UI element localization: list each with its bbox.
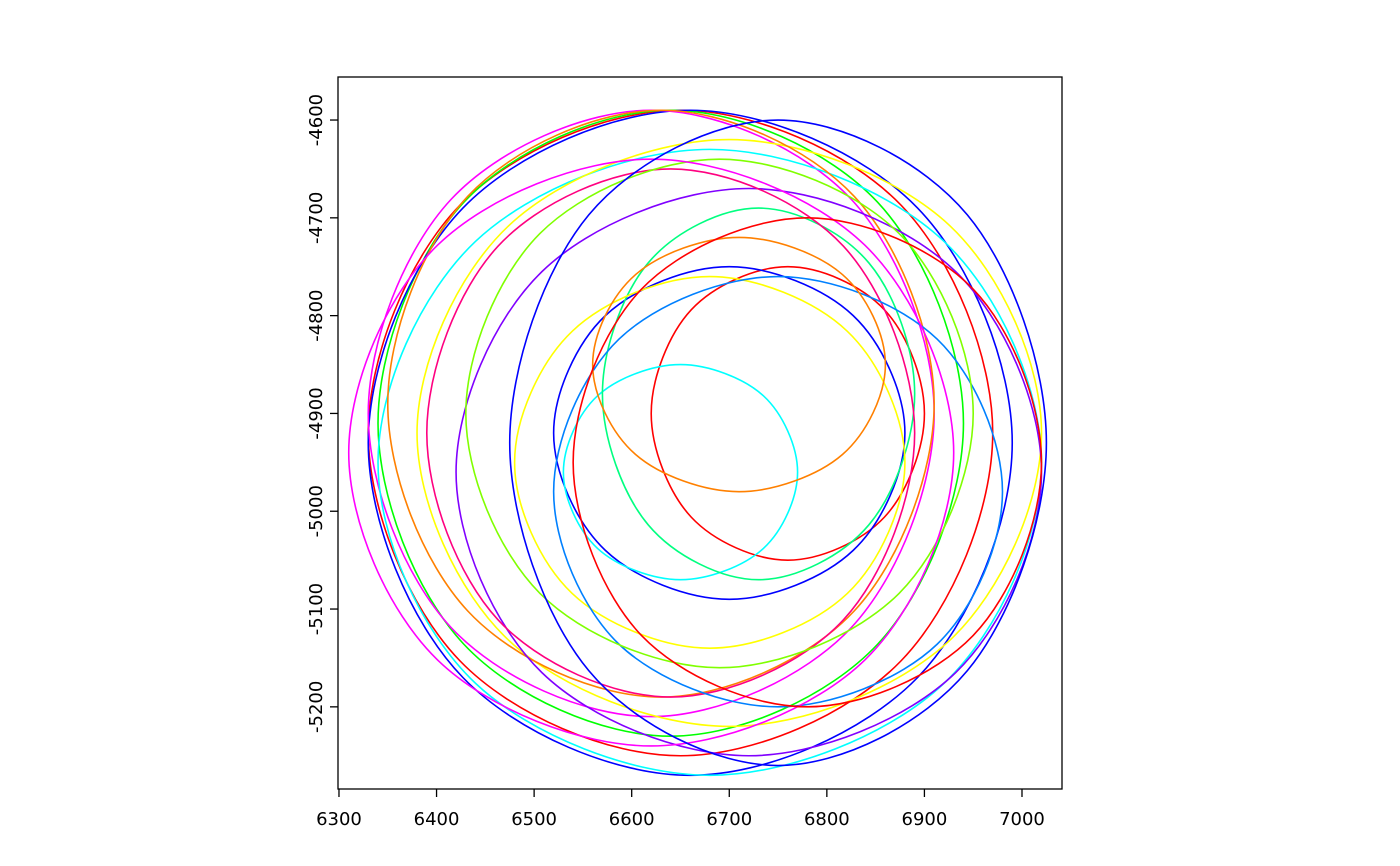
loop [416,138,1043,728]
x-tick-label: 6400 [414,809,460,830]
y-tick-label: -4900 [306,387,327,439]
y-tick-label: -5100 [306,583,327,635]
loop [455,187,1043,757]
loop [425,168,916,698]
x-tick-label: 6900 [902,809,948,830]
loop [591,236,887,493]
loop [465,158,975,669]
loop [513,275,906,649]
x-tick-label: 6800 [804,809,850,830]
y-tick-label: -4800 [306,289,327,341]
loop [347,158,955,747]
loop [552,265,906,601]
x-tick-label: 6500 [511,809,557,830]
loop [367,109,1014,777]
x-tick-label: 6300 [316,809,362,830]
loop [601,207,916,581]
loop [377,109,965,737]
loop [377,148,1043,777]
loop [572,217,1043,708]
loop [650,265,926,561]
y-tick-label: -5000 [306,485,327,537]
x-tick-label: 6700 [706,809,752,830]
loop [562,363,799,581]
plot-box [337,76,1063,790]
y-tick-label: -5200 [306,681,327,733]
loop [367,109,935,718]
y-tick-label: -4600 [306,94,327,146]
loop [552,275,1004,708]
y-tick-label: -4700 [306,192,327,244]
x-tick-label: 7000 [999,809,1045,830]
loop [508,119,1048,767]
x-tick-label: 6600 [609,809,655,830]
